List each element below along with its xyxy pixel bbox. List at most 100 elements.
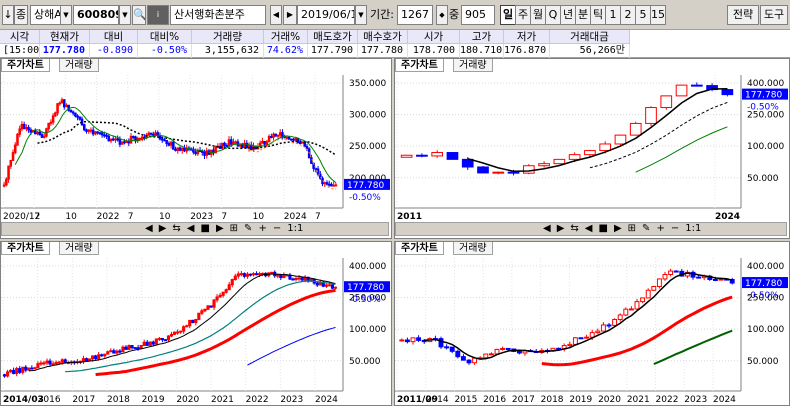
stop-icon[interactable]: ■ bbox=[200, 223, 210, 234]
candle-body bbox=[124, 346, 128, 350]
y-axis-label: 50.000 bbox=[349, 357, 381, 367]
chart-scroll-bar[interactable]: ◀ ▶ ⇆ ◀ ■ ▶ ⊞ ✎ + −1:1 bbox=[1, 222, 389, 236]
interval-button-2[interactable]: 월 bbox=[530, 5, 546, 25]
candle-body bbox=[42, 362, 46, 365]
tab-price-chart-0[interactable]: 주가차트 bbox=[1, 59, 50, 72]
interval-button-9[interactable]: 5 bbox=[635, 5, 651, 25]
candle-body bbox=[668, 270, 674, 275]
interval-button-1[interactable]: 주 bbox=[515, 5, 531, 25]
candle-body bbox=[138, 137, 142, 140]
candle-body bbox=[330, 183, 333, 187]
tab-volume-0[interactable]: 거래량 bbox=[59, 59, 99, 72]
candle-body bbox=[589, 332, 595, 338]
candle-body bbox=[145, 341, 149, 346]
zoom-spin-icon[interactable]: ◆ bbox=[436, 5, 448, 25]
interval-button-8[interactable]: 2 bbox=[620, 5, 636, 25]
candle-body bbox=[251, 273, 256, 276]
tab-price-chart-2[interactable]: 주가차트 bbox=[1, 242, 50, 255]
quote-header-6: 매도호가 bbox=[308, 30, 358, 44]
x-axis-label: 10 bbox=[253, 212, 265, 222]
crosshair-icon[interactable]: ⊞ bbox=[229, 223, 239, 234]
period-label: 기간: bbox=[370, 8, 394, 21]
stop-icon[interactable]: ■ bbox=[598, 223, 608, 234]
draw-icon[interactable]: ✎ bbox=[244, 223, 253, 234]
candle-body bbox=[315, 282, 319, 286]
interval-button-10[interactable]: 15 bbox=[650, 5, 666, 25]
candle-body bbox=[106, 351, 110, 355]
crosshair-icon[interactable]: ⊞ bbox=[627, 223, 637, 234]
candle-body bbox=[34, 129, 37, 135]
code-dropdown-icon[interactable]: ▼ bbox=[119, 5, 131, 25]
pan-icon[interactable]: ⇆ bbox=[172, 223, 181, 234]
interval-button-6[interactable]: 틱 bbox=[590, 5, 606, 25]
interval-button-7[interactable]: 1 bbox=[605, 5, 621, 25]
x-axis-label: 2024 bbox=[284, 212, 307, 222]
chart-scroll-bar[interactable]: ◀ ▶ ⇆ ◀ ■ ▶ ⊞ ✎ + −1:1 bbox=[395, 222, 787, 236]
interval-button-3[interactable]: Q bbox=[545, 5, 561, 25]
candle-body bbox=[230, 279, 234, 286]
tab-volume-3[interactable]: 거래량 bbox=[453, 242, 493, 255]
tab-price-chart-1[interactable]: 주가차트 bbox=[395, 59, 444, 72]
x-axis-label: 10 bbox=[159, 212, 171, 222]
scroll-left-icon[interactable]: ◀ bbox=[145, 223, 153, 234]
zoom-in-icon[interactable]: + bbox=[656, 223, 665, 234]
step-back-icon[interactable]: ◀ bbox=[186, 223, 195, 234]
candle-body bbox=[154, 338, 158, 345]
info-icon[interactable]: i bbox=[147, 5, 169, 25]
y-axis-label: 350.000 bbox=[349, 79, 386, 89]
candle-body bbox=[91, 355, 95, 360]
strategy-button[interactable]: 전략 bbox=[727, 5, 759, 25]
candle-body bbox=[215, 296, 219, 301]
candle-body bbox=[98, 132, 102, 135]
interval-button-5[interactable]: 분 bbox=[575, 5, 591, 25]
current-price-label: 177.780 bbox=[347, 283, 384, 293]
y-axis-label: 100.000 bbox=[349, 325, 386, 335]
date-input[interactable]: 2019/06/11 bbox=[297, 5, 355, 25]
x-axis-label: 2023 bbox=[684, 395, 707, 405]
price-chart-svg-1[interactable]: 400.000 250.000 100.000 50.000 2011 2024 177.7… bbox=[395, 59, 789, 238]
prev-button[interactable]: ◀ bbox=[270, 5, 282, 25]
tab-volume-2[interactable]: 거래량 bbox=[59, 242, 99, 255]
draw-icon[interactable]: ✎ bbox=[642, 223, 651, 234]
zoom-out-icon[interactable]: − bbox=[272, 223, 282, 234]
tab-volume-1[interactable]: 거래량 bbox=[453, 59, 493, 72]
candle-body bbox=[160, 337, 164, 341]
play-icon[interactable]: ▶ bbox=[613, 223, 622, 234]
search-icon[interactable]: 🔍 bbox=[132, 5, 146, 25]
scroll-left-icon[interactable]: ◀ bbox=[543, 223, 551, 234]
pan-icon[interactable]: ⇆ bbox=[570, 223, 579, 234]
scroll-right-icon[interactable]: ▶ bbox=[158, 223, 167, 234]
play-icon[interactable]: ▶ bbox=[215, 223, 224, 234]
quote-value-4: 3,155,632 bbox=[192, 44, 264, 58]
date-dropdown-icon[interactable]: ▼ bbox=[355, 5, 367, 25]
quote-value-6: 177.790 bbox=[308, 44, 358, 58]
candle-body bbox=[51, 363, 55, 366]
jong-button[interactable]: 종 bbox=[14, 5, 28, 25]
candle-body bbox=[82, 124, 86, 131]
stock-code-input[interactable]: 600809 bbox=[73, 5, 119, 25]
candle-body bbox=[612, 318, 618, 326]
down-arrow-button[interactable]: ↓ bbox=[2, 5, 14, 25]
step-back-icon[interactable]: ◀ bbox=[584, 223, 593, 234]
interval-button-4[interactable]: 년 bbox=[560, 5, 576, 25]
next-button[interactable]: ▶ bbox=[283, 5, 297, 25]
candle-body bbox=[460, 356, 466, 361]
tools-button[interactable]: 도구 bbox=[760, 5, 788, 25]
zoom-in-icon[interactable]: + bbox=[258, 223, 267, 234]
moving-average-line bbox=[28, 273, 336, 372]
candle-body bbox=[76, 115, 79, 118]
period-input[interactable]: 1267 bbox=[397, 5, 433, 25]
tab-price-chart-3[interactable]: 주가차트 bbox=[395, 242, 444, 255]
chart-panel-bottom-left: 400.000 250.000 100.000 50.000 2014/03 2016 20… bbox=[0, 241, 392, 406]
candle-body bbox=[172, 141, 175, 150]
scroll-right-icon[interactable]: ▶ bbox=[556, 223, 565, 234]
candle-body bbox=[167, 142, 171, 146]
zoom-input[interactable]: 905 bbox=[461, 5, 495, 25]
interval-button-0[interactable]: 일 bbox=[500, 5, 516, 25]
zoom-out-icon[interactable]: − bbox=[670, 223, 680, 234]
market-dropdown-icon[interactable]: ▼ bbox=[60, 5, 72, 25]
current-price-label: 177.780 bbox=[745, 279, 782, 289]
